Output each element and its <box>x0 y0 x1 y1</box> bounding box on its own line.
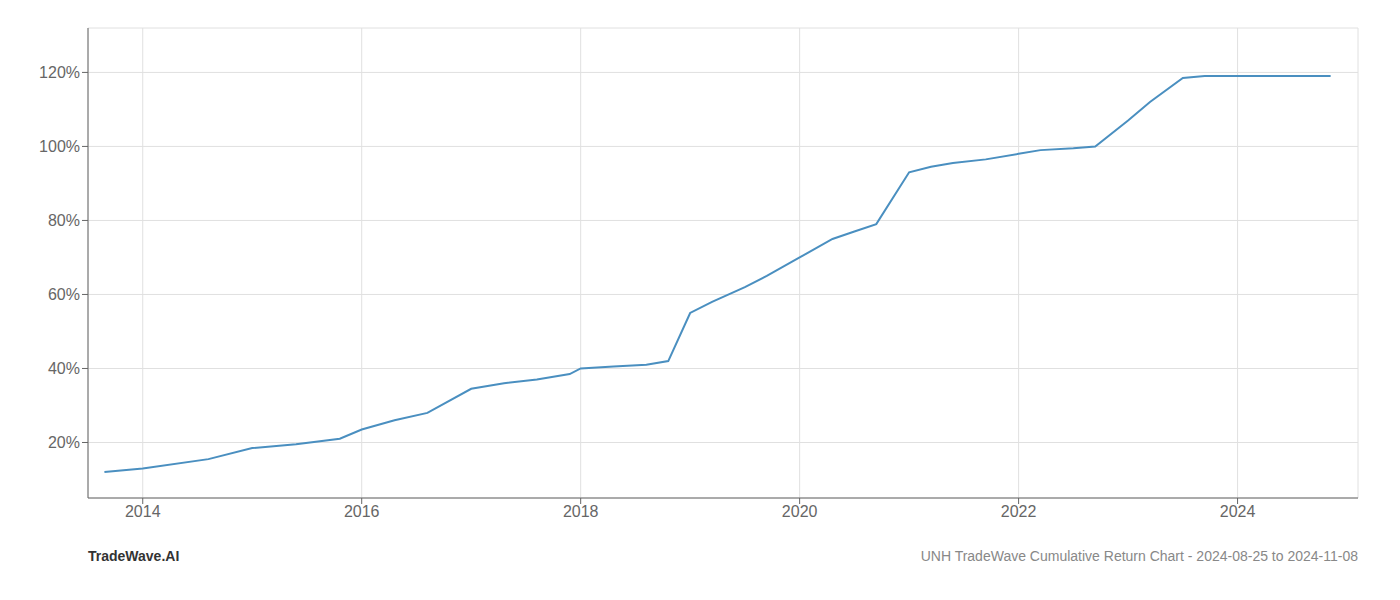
svg-text:2014: 2014 <box>125 503 161 520</box>
svg-text:2024: 2024 <box>1220 503 1256 520</box>
svg-text:2016: 2016 <box>344 503 380 520</box>
svg-text:2020: 2020 <box>782 503 818 520</box>
svg-text:120%: 120% <box>39 64 80 81</box>
svg-text:80%: 80% <box>48 212 80 229</box>
svg-text:100%: 100% <box>39 138 80 155</box>
svg-text:40%: 40% <box>48 360 80 377</box>
svg-text:20%: 20% <box>48 434 80 451</box>
svg-text:60%: 60% <box>48 286 80 303</box>
html-text:UNH TradeWave Cumulative Retur: UNH TradeWave Cumulative Return Chart - … <box>920 548 1358 564</box>
svg-text:2022: 2022 <box>1001 503 1037 520</box>
html-text:TradeWave.AI: TradeWave.AI <box>88 548 180 564</box>
svg-text:2018: 2018 <box>563 503 599 520</box>
